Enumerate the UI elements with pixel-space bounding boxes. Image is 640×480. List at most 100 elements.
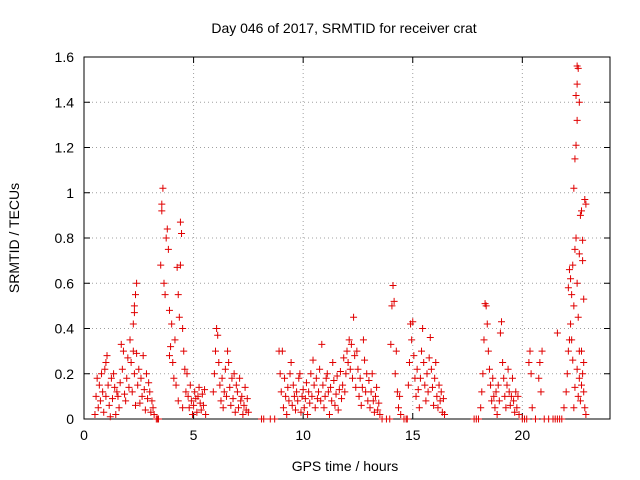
data-point bbox=[571, 245, 579, 253]
data-point bbox=[198, 390, 206, 398]
data-point bbox=[483, 320, 491, 328]
data-point bbox=[511, 408, 519, 416]
data-point bbox=[101, 365, 109, 373]
y-tick-label: 1.4 bbox=[55, 94, 75, 110]
data-point bbox=[513, 404, 521, 412]
data-point bbox=[515, 410, 523, 418]
data-point bbox=[491, 404, 499, 412]
grid-lines bbox=[84, 57, 610, 419]
data-point bbox=[155, 415, 163, 423]
data-point bbox=[340, 354, 348, 362]
data-point bbox=[514, 392, 522, 400]
data-point bbox=[221, 365, 229, 373]
data-point bbox=[214, 331, 222, 339]
data-point bbox=[581, 404, 589, 412]
data-point bbox=[498, 318, 506, 326]
data-point bbox=[162, 234, 170, 242]
data-point bbox=[138, 392, 146, 400]
data-point bbox=[113, 388, 121, 396]
data-point bbox=[572, 141, 580, 149]
data-point bbox=[537, 388, 545, 396]
data-point bbox=[227, 401, 235, 409]
data-point bbox=[396, 392, 404, 400]
data-point bbox=[142, 370, 150, 378]
data-point bbox=[179, 404, 187, 412]
data-point bbox=[415, 404, 423, 412]
data-point bbox=[357, 401, 365, 409]
data-point bbox=[562, 388, 570, 396]
data-point bbox=[479, 370, 487, 378]
data-point bbox=[294, 397, 302, 405]
data-point bbox=[359, 336, 367, 344]
data-point bbox=[165, 306, 173, 314]
data-point bbox=[277, 388, 285, 396]
data-point bbox=[170, 374, 178, 382]
data-point bbox=[168, 320, 176, 328]
data-point bbox=[289, 381, 297, 389]
data-point bbox=[485, 365, 493, 373]
data-point bbox=[288, 401, 296, 409]
data-point bbox=[229, 395, 237, 403]
data-point bbox=[202, 410, 210, 418]
data-point bbox=[345, 336, 353, 344]
data-point bbox=[276, 370, 284, 378]
data-point bbox=[278, 347, 286, 355]
data-point bbox=[102, 392, 110, 400]
data-point bbox=[409, 318, 417, 326]
data-point bbox=[112, 410, 120, 418]
data-point bbox=[195, 383, 203, 391]
data-point bbox=[570, 302, 578, 310]
data-point bbox=[523, 415, 531, 423]
data-point bbox=[135, 365, 143, 373]
data-point bbox=[146, 388, 154, 396]
data-point bbox=[117, 340, 125, 348]
data-point bbox=[118, 365, 126, 373]
data-point bbox=[306, 399, 314, 407]
data-point bbox=[271, 415, 279, 423]
data-point bbox=[144, 395, 152, 403]
x-tick-label: 20 bbox=[515, 427, 531, 443]
data-point bbox=[575, 250, 583, 258]
y-tick-label: 0.8 bbox=[55, 230, 75, 246]
y-tick-label: 0 bbox=[66, 411, 74, 427]
x-tick-label: 15 bbox=[405, 427, 421, 443]
data-point bbox=[181, 365, 189, 373]
data-point bbox=[169, 358, 177, 366]
data-point bbox=[579, 370, 587, 378]
data-point bbox=[240, 401, 248, 409]
data-point bbox=[300, 404, 308, 412]
data-point bbox=[579, 236, 587, 244]
chart-title: Day 046 of 2017, SRMTID for receiver cra… bbox=[211, 20, 476, 36]
y-tick-label: 1.6 bbox=[55, 49, 75, 65]
data-point bbox=[354, 365, 362, 373]
data-point bbox=[199, 401, 207, 409]
data-point bbox=[500, 374, 508, 382]
data-point bbox=[355, 392, 363, 400]
data-point bbox=[395, 404, 403, 412]
data-point bbox=[390, 297, 398, 305]
data-point bbox=[310, 381, 318, 389]
y-tick-label: 1 bbox=[66, 185, 74, 201]
data-point bbox=[368, 370, 376, 378]
data-point bbox=[329, 358, 337, 366]
data-point bbox=[560, 404, 568, 412]
data-point bbox=[212, 347, 219, 355]
data-point bbox=[220, 388, 228, 396]
data-point bbox=[526, 347, 534, 355]
y-axis-label: SRMTID / TECUs bbox=[6, 183, 22, 293]
data-point bbox=[230, 370, 238, 378]
data-point bbox=[325, 410, 333, 418]
data-point bbox=[580, 358, 588, 366]
data-point bbox=[565, 266, 573, 274]
data-point bbox=[197, 406, 205, 414]
data-point bbox=[308, 392, 316, 400]
data-point bbox=[475, 415, 482, 423]
data-point bbox=[569, 261, 577, 269]
data-point bbox=[290, 392, 298, 400]
data-point bbox=[570, 404, 578, 412]
data-point bbox=[286, 370, 294, 378]
data-point bbox=[361, 356, 369, 364]
data-point bbox=[512, 388, 520, 396]
y-tick-label: 1.2 bbox=[55, 140, 75, 156]
